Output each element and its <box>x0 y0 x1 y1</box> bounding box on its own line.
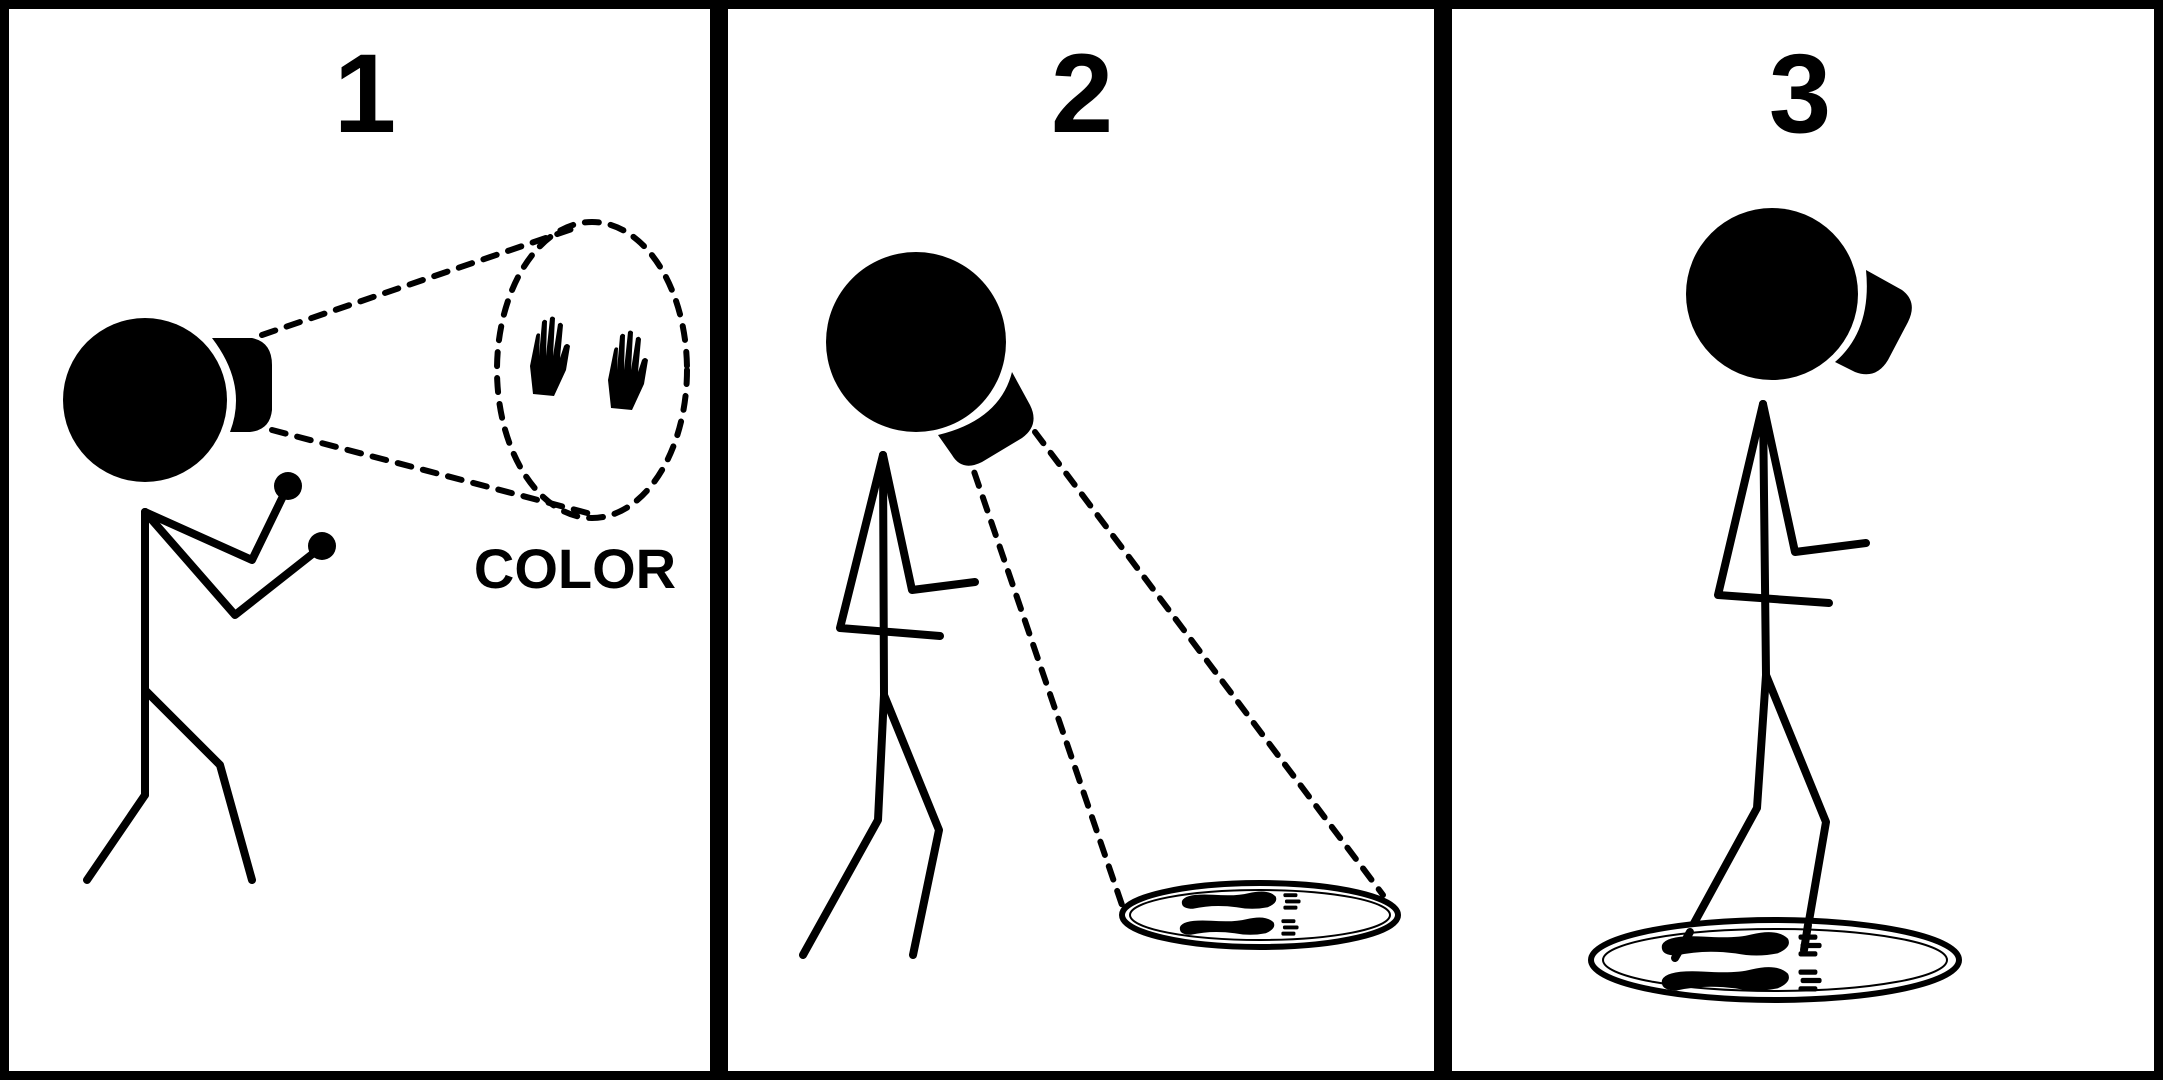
face-mask-icon <box>1835 270 1912 375</box>
head <box>826 252 1006 432</box>
head <box>63 318 227 482</box>
head <box>1686 208 1858 380</box>
face-mask-icon <box>938 372 1034 466</box>
floor-marker <box>1119 880 1401 950</box>
panel-2: 2 <box>799 31 1401 959</box>
hand-icon <box>530 316 570 396</box>
view-cone <box>259 219 690 521</box>
divider-1 <box>710 0 728 1080</box>
panel-1: 1 COLOR <box>63 31 690 884</box>
panel-1-label: COLOR <box>474 537 676 600</box>
panel-2-figure <box>799 252 1034 959</box>
panel-2-number: 2 <box>1051 31 1113 156</box>
panel-3: 3 <box>1588 31 1962 1003</box>
view-cone <box>963 429 1386 908</box>
face-mask-icon <box>212 338 272 432</box>
panel-3-number: 3 <box>1769 31 1831 156</box>
panel-1-number: 1 <box>334 31 396 156</box>
divider-2 <box>1434 0 1452 1080</box>
panel-1-figure <box>63 318 336 884</box>
panel-3-figure <box>1671 208 1912 962</box>
hand-icon <box>608 330 648 410</box>
floor-marker <box>1588 917 1962 1003</box>
